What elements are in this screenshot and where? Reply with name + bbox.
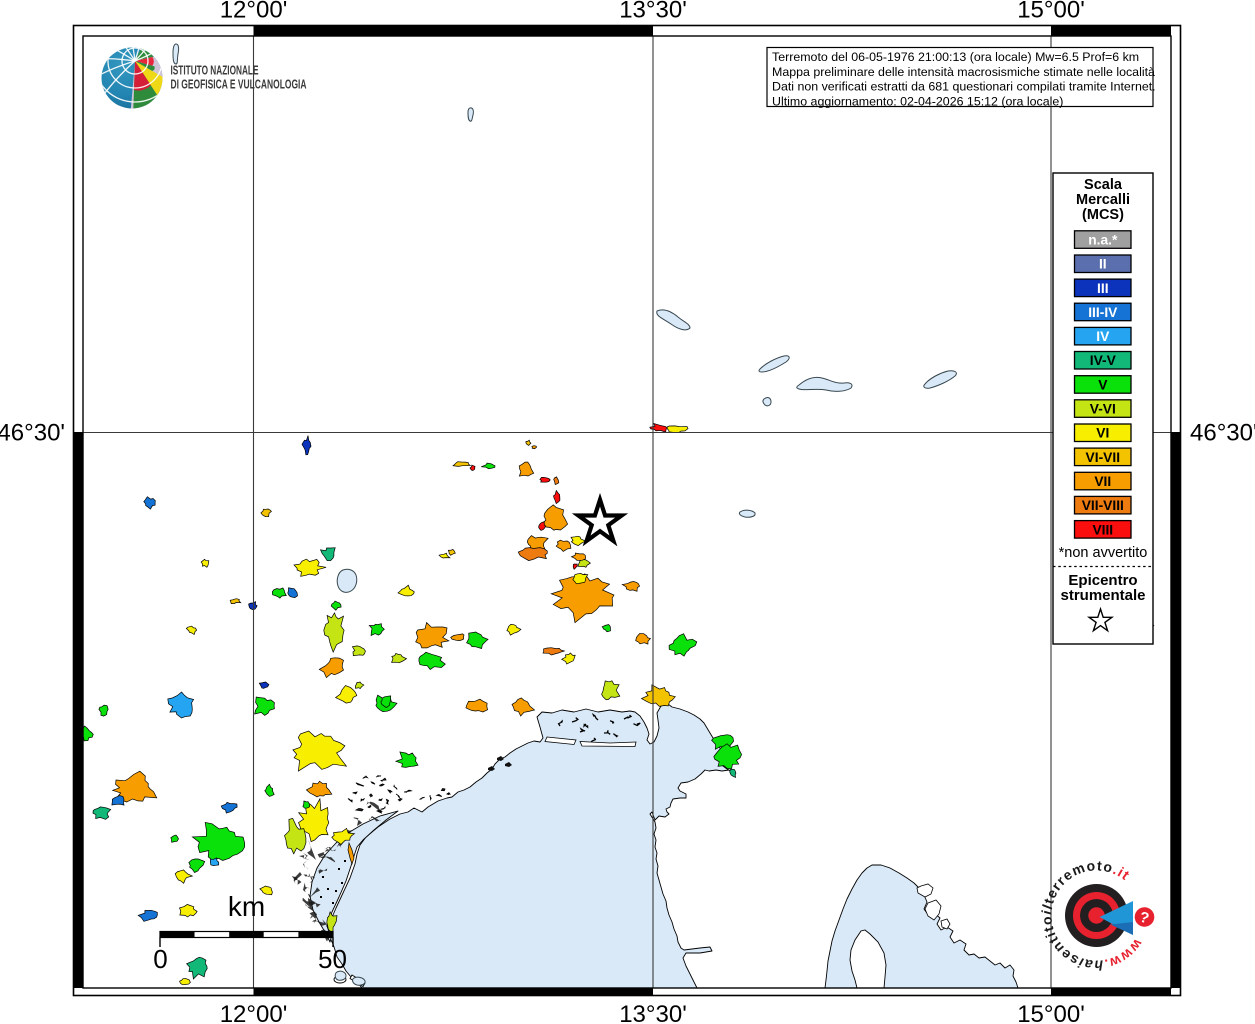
svg-text:0: 0 xyxy=(153,944,167,974)
svg-text:15°00': 15°00' xyxy=(1017,1001,1085,1024)
svg-text:13°30': 13°30' xyxy=(619,0,687,24)
svg-text:VII: VII xyxy=(1094,474,1111,489)
svg-text:46°30': 46°30' xyxy=(1190,420,1255,447)
svg-text:Scala: Scala xyxy=(1084,177,1123,193)
svg-text:strumentale: strumentale xyxy=(1060,587,1145,604)
svg-text:VI-VII: VI-VII xyxy=(1086,450,1121,465)
svg-text:VI: VI xyxy=(1096,426,1109,441)
svg-text:III: III xyxy=(1097,281,1109,296)
svg-text:15°00': 15°00' xyxy=(1017,0,1085,24)
svg-text:II: II xyxy=(1099,257,1107,272)
svg-text:V-VI: V-VI xyxy=(1090,402,1116,417)
svg-text:50: 50 xyxy=(318,944,347,974)
svg-text:III-IV: III-IV xyxy=(1088,305,1118,320)
svg-text:n.a.*: n.a.* xyxy=(1088,233,1118,248)
svg-text:Dati non verificati estratti d: Dati non verificati estratti da 681 ques… xyxy=(772,80,1156,94)
svg-text:VII-VIII: VII-VIII xyxy=(1082,498,1124,513)
svg-text:V: V xyxy=(1098,377,1108,392)
svg-text:12°00': 12°00' xyxy=(220,0,288,24)
svg-text:Terremoto del 06-05-1976 21:00: Terremoto del 06-05-1976 21:00:13 (ora l… xyxy=(772,50,1139,64)
svg-text:46°30': 46°30' xyxy=(0,420,65,447)
svg-text:Epicentro: Epicentro xyxy=(1068,572,1137,589)
svg-text:*non avvertito: *non avvertito xyxy=(1059,545,1148,561)
svg-text:IV-V: IV-V xyxy=(1090,353,1117,368)
svg-text:IV: IV xyxy=(1096,329,1110,344)
svg-text:Mappa preliminare delle intens: Mappa preliminare delle intensità macros… xyxy=(772,65,1155,79)
svg-text:?: ? xyxy=(1138,909,1151,928)
svg-text:(MCS): (MCS) xyxy=(1082,207,1124,223)
svg-text:12°00': 12°00' xyxy=(220,1001,288,1024)
svg-text:13°30': 13°30' xyxy=(619,1001,687,1024)
svg-text:ISTITUTO NAZIONALE: ISTITUTO NAZIONALE xyxy=(171,64,259,78)
svg-text:VIII: VIII xyxy=(1092,522,1113,537)
svg-text:Mercalli: Mercalli xyxy=(1076,192,1130,208)
svg-text:km: km xyxy=(228,891,265,922)
svg-text:DI GEOFISICA E VULCANOLOGIA: DI GEOFISICA E VULCANOLOGIA xyxy=(171,78,307,92)
svg-text:Ultimo aggiornamento: 02-04-20: Ultimo aggiornamento: 02-04-2026 15:12 (… xyxy=(772,94,1063,108)
